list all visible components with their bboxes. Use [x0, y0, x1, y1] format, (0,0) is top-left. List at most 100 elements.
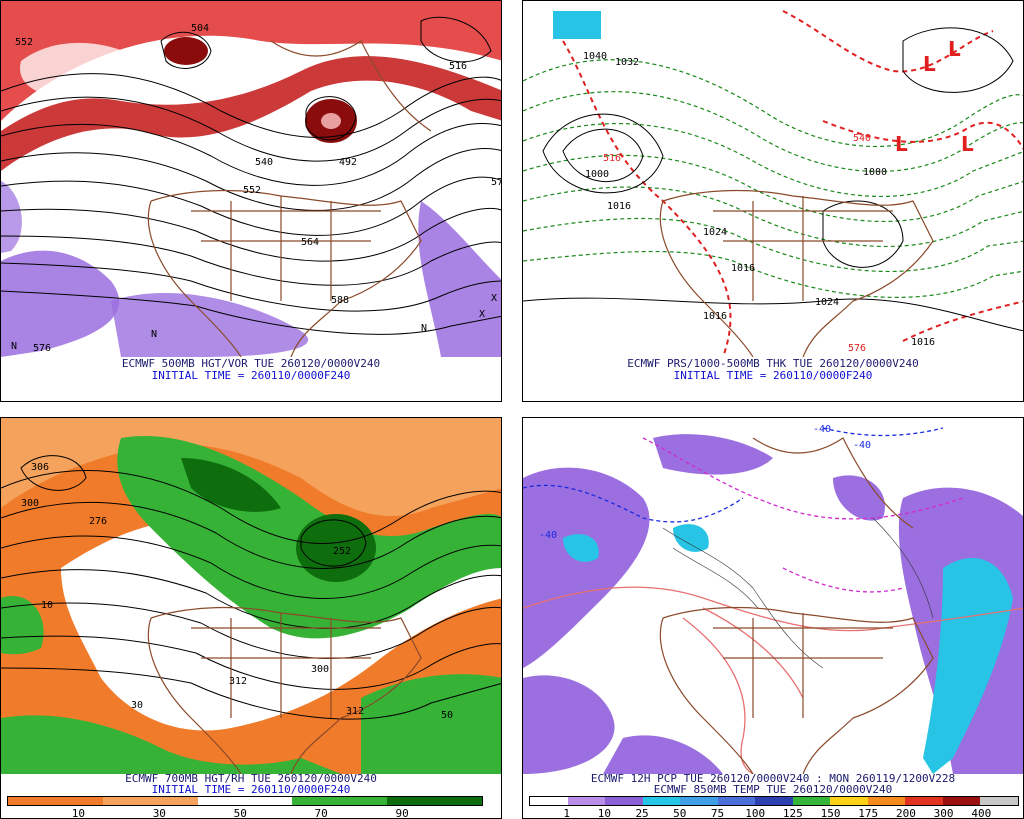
colorbar-tick-label: 100 [745, 807, 766, 819]
temp-label: -40 [539, 530, 557, 541]
colorbar-swatch [292, 797, 340, 805]
contour-label: 564 [301, 237, 319, 248]
panel-700mb-hgt-rh: 306 276 300 252 312 312 300 10 30 50 ECM… [0, 417, 502, 819]
isobar-label: 1024 [703, 227, 727, 238]
panel-init-time: INITIAL TIME = 260110/0000F240 [151, 783, 351, 796]
rh-colorbar [7, 796, 483, 806]
colorbar-tick-label: 50 [673, 807, 687, 819]
contour-label: 552 [15, 37, 33, 48]
rh-label: 50 [441, 710, 453, 721]
isobar-label: 1016 [703, 311, 727, 322]
temp-label: -40 [813, 424, 831, 435]
contour-label: 492 [339, 157, 357, 168]
colorbar-swatch [717, 797, 756, 805]
colorbar-swatch [8, 797, 56, 805]
isobar-label: 1016 [607, 201, 631, 212]
map-500mb: 552 516 492 540 552 564 576 588 576 504 … [1, 1, 502, 357]
contour-label: 306 [31, 462, 49, 473]
colorbar-swatch [642, 797, 681, 805]
x-mark: X [491, 293, 497, 304]
thickness-label: 576 [848, 343, 866, 354]
isobar-label: 1040 [583, 51, 607, 62]
temp-label: -40 [853, 440, 871, 451]
colorbar-swatch [567, 797, 606, 805]
colorbar-swatch [245, 797, 293, 805]
contour-label: 252 [333, 546, 351, 557]
colorbar-swatch [197, 797, 246, 805]
colorbar-tick-label: 125 [782, 807, 803, 819]
colorbar-swatch [150, 797, 198, 805]
contour-label: 504 [191, 23, 209, 34]
isobar-label: 1032 [615, 57, 639, 68]
colorbar-tick-label: 25 [635, 807, 649, 819]
colorbar-swatch [905, 797, 943, 805]
colorbar-swatch [339, 797, 388, 805]
colorbar-swatch [792, 797, 831, 805]
panel-caption: ECMWF 500MB HGT/VOR TUE 260120/0000V240 [121, 357, 381, 370]
contour-label: 276 [89, 516, 107, 527]
panel-init-time: INITIAL TIME = 260110/0000F240 [151, 369, 351, 382]
colorbar-tick-label: 400 [971, 807, 992, 819]
panel-caption: ECMWF 700MB HGT/RH TUE 260120/0000V240 [125, 772, 377, 785]
colorbar-tick-label: 90 [395, 807, 409, 819]
colorbar-tick-label: 70 [314, 807, 328, 819]
panel-caption: ECMWF PRS/1000-500MB THK TUE 260120/0000… [627, 357, 919, 370]
isobar-label: 1000 [863, 167, 887, 178]
colorbar-tick-label: 10 [71, 807, 86, 819]
colorbar-tick-label: 30 [152, 807, 166, 819]
isobar-label: 1000 [585, 169, 609, 180]
contour-label: 588 [331, 295, 349, 306]
low-pressure-mark: L [895, 132, 908, 156]
low-pressure-mark: L [948, 37, 961, 61]
panel-prs-thk: 1040 1032 1000 1016 1024 1016 1024 1016 … [522, 0, 1024, 402]
colorbar-swatch [830, 797, 868, 805]
colorbar-swatch [530, 797, 568, 805]
n-mark: N [151, 329, 157, 340]
colorbar-swatch [980, 797, 1018, 805]
colorbar-tick-label: 10 [597, 807, 611, 819]
thickness-label: 516 [603, 153, 621, 164]
colorbar-swatch [942, 797, 981, 805]
colorbar-swatch [102, 797, 151, 805]
colorbar-swatch [605, 797, 643, 805]
panel-caption-temp: ECMWF 850MB TEMP TUE 260120/0000V240 [653, 783, 893, 796]
contour-label: 540 [255, 157, 273, 168]
colorbar-tick-label: 150 [820, 807, 841, 819]
panel-pcp-850temp: -40 -40 -40 ECMWF 12H PCP TUE 260120/000… [522, 417, 1024, 819]
rh-label: 30 [131, 700, 143, 711]
low-pressure-mark: L [923, 52, 936, 76]
isobar-label: 1016 [731, 263, 755, 274]
n-mark: N [11, 341, 17, 352]
map-700mb: 306 276 300 252 312 312 300 10 30 50 [1, 418, 501, 774]
contour-label: 576 [491, 177, 502, 188]
map-pcp-850temp: -40 -40 -40 [523, 418, 1023, 774]
contour-label: 576 [33, 343, 51, 354]
panel-init-time: INITIAL TIME = 260110/0000F240 [673, 369, 873, 382]
isobar-label: 1024 [815, 297, 839, 308]
contour-label: 312 [346, 706, 364, 717]
low-pressure-mark: L [961, 132, 974, 156]
contour-label: 552 [243, 185, 261, 196]
contour-label: 300 [21, 498, 39, 509]
colorbar-tick-label: 200 [895, 807, 916, 819]
colorbar-swatch [755, 797, 793, 805]
pcp-colorbar [529, 796, 1019, 806]
x-mark: X [479, 309, 485, 320]
colorbar-swatch [680, 797, 718, 805]
colorbar-tick-label: 1 [563, 807, 570, 819]
thickness-label: 540 [853, 133, 871, 144]
contour-label: 312 [229, 676, 247, 687]
colorbar-tick-label: 300 [933, 807, 954, 819]
contour-label: 516 [449, 61, 467, 72]
colorbar-swatch [434, 797, 483, 805]
colorbar-tick-label: 50 [233, 807, 247, 819]
panel-caption: ECMWF 12H PCP TUE 260120/0000V240 : MON … [590, 772, 956, 785]
n-mark: N [421, 323, 427, 334]
colorbar-swatch [55, 797, 103, 805]
colorbar-tick-label: 75 [710, 807, 725, 819]
map-prs-thk: 1040 1032 1000 1016 1024 1016 1024 1016 … [523, 1, 1023, 357]
colorbar-swatch [867, 797, 906, 805]
colorbar-swatch [387, 797, 435, 805]
colorbar-tick-label: 175 [858, 807, 879, 819]
contour-label: 300 [311, 664, 329, 675]
